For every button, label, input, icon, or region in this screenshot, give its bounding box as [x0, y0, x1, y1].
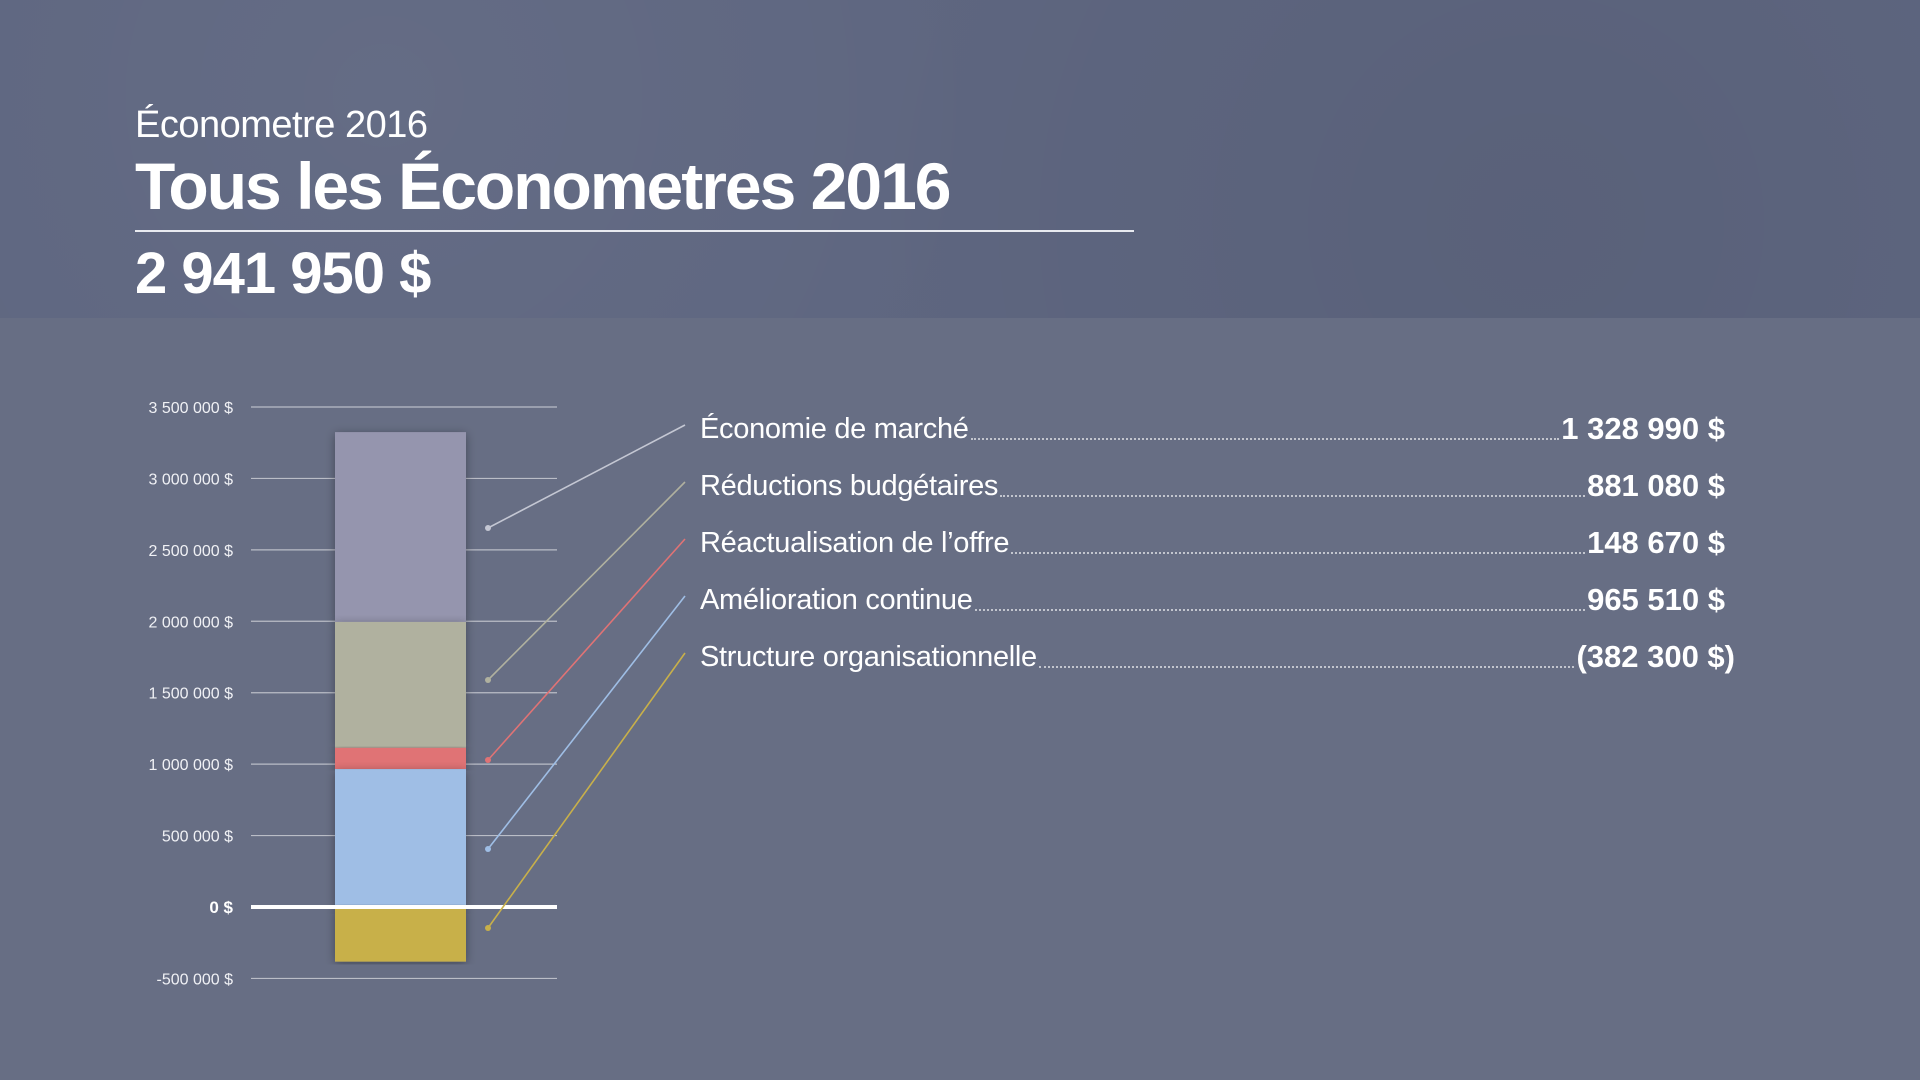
y-tick-label: 2 000 000 $	[148, 614, 233, 631]
page-subtitle: Économetre 2016	[135, 104, 428, 146]
total-amount: 2 941 950 $	[135, 241, 431, 306]
connector-dot	[485, 846, 491, 852]
legend-row: Réductions budgétaires 881 080 $	[700, 461, 1725, 501]
y-tick-label: 500 000 $	[162, 829, 233, 846]
connector-dot	[485, 925, 491, 931]
legend-label: Amélioration continue	[700, 584, 973, 616]
legend-row: Économie de marché 1 328 990 $	[700, 404, 1725, 444]
connector-line	[487, 538, 686, 761]
leader-dots	[974, 608, 1586, 611]
page-title: Tous les Économetres 2016	[135, 149, 951, 223]
stacked-bar-chart: 3 500 000 $ 3 000 000 $ 2 500 000 $ 2 000 0…	[148, 400, 686, 988]
legend-value: 881 080 $	[1587, 468, 1725, 503]
legend-value: (382 300 $)	[1576, 639, 1735, 674]
y-tick-label: 1 500 000 $	[148, 686, 233, 703]
y-tick-label: 3 500 000 $	[148, 400, 233, 417]
connector-line	[487, 481, 686, 681]
legend-row: Structure organisationnelle (382 300 $)	[700, 632, 1735, 672]
bar-segment	[335, 907, 466, 962]
leader-dots	[970, 437, 1560, 440]
title-divider	[135, 230, 1134, 232]
legend-label: Réductions budgétaires	[700, 470, 999, 502]
connector-dot	[485, 525, 491, 531]
legend-label: Réactualisation de l’offre	[700, 527, 1010, 559]
connector-line	[487, 595, 686, 850]
legend-value: 1 328 990 $	[1561, 411, 1725, 446]
leader-dots	[1000, 494, 1586, 497]
connector-dot	[485, 677, 491, 683]
connector-dot	[485, 757, 491, 763]
header-band	[0, 0, 1920, 318]
y-tick-label: 0 $	[209, 898, 233, 917]
legend-value: 965 510 $	[1587, 582, 1725, 617]
connector-line	[487, 652, 686, 929]
legend-value: 148 670 $	[1587, 525, 1725, 560]
leader-dots	[1011, 551, 1586, 554]
bar-segment	[335, 747, 466, 770]
bar-segment	[335, 621, 466, 748]
leader-dots	[1038, 665, 1575, 668]
y-tick-label: -500 000 $	[156, 971, 233, 988]
y-tick-label: 3 000 000 $	[148, 471, 233, 488]
legend-row: Réactualisation de l’offre 148 670 $	[700, 518, 1725, 558]
legend-row: Amélioration continue 965 510 $	[700, 575, 1725, 615]
bar-segment	[335, 432, 466, 622]
legend-label: Structure organisationnelle	[700, 641, 1037, 673]
bar-segment	[335, 769, 466, 907]
y-tick-label: 1 000 000 $	[148, 757, 233, 774]
y-tick-label: 2 500 000 $	[148, 543, 233, 560]
connector-line	[487, 424, 686, 529]
legend-label: Économie de marché	[700, 413, 969, 445]
